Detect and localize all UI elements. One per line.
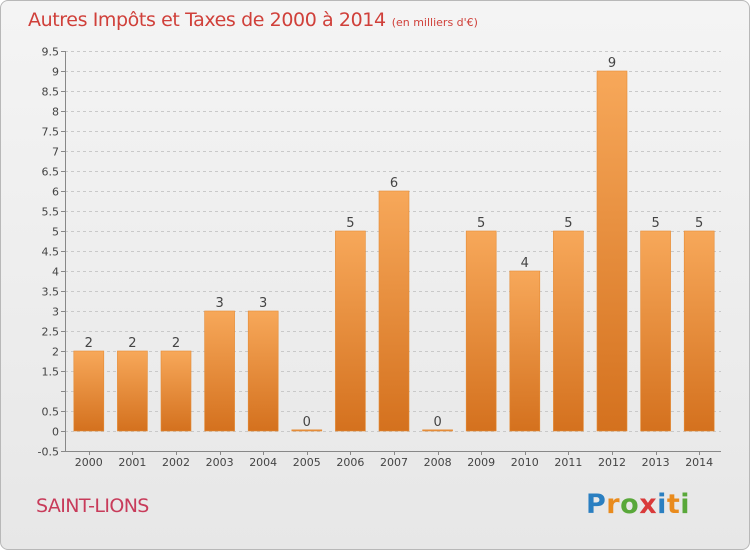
x-tick-label: 2007 [380,456,408,469]
data-label: 2 [128,336,136,351]
bar [335,230,366,432]
y-tick-label: 2.5 [42,326,60,339]
chart-unit-label: (en milliers d'€) [391,16,478,29]
x-tick-label: 2005 [293,456,321,469]
chart-title: Autres Impôts et Taxes de 2000 à 2014 [28,9,386,31]
x-tick-label: 2011 [554,456,582,469]
y-tick-label: 7 [52,146,59,159]
logo-letter: x [639,489,658,520]
y-tick-label: 3.5 [42,286,60,299]
y-tick-label: 8.5 [42,86,60,99]
data-label: 6 [390,176,398,191]
data-label: 4 [521,256,529,271]
y-tick-label: 4.5 [42,246,60,259]
bar [117,350,148,432]
x-tick-label: 2004 [249,456,277,469]
data-label: 5 [346,216,354,231]
commune-name: SAINT-LIONS [36,495,149,517]
x-tick-label: 2008 [424,456,452,469]
x-tick-label: 2001 [118,456,146,469]
y-tick-label: 0 [52,426,59,439]
data-label: 5 [651,216,659,231]
data-label: 5 [695,216,703,231]
bars [73,70,715,432]
y-tick-label: 2 [52,346,59,359]
y-tick-label: 0.5 [42,406,60,419]
data-labels: 2 2 2 3 3 0 5 6 0 5 4 5 9 5 5 [85,56,704,430]
y-tick-label: 5.5 [42,206,60,219]
y-tick-label: 9 [52,66,59,79]
axes: -0.5 0 0.5 1.5 2 2.5 3 3.5 4 4.5 5 5.5 6 6.5 7 7.5 8 8.5 9… [38,46,721,469]
data-label: 5 [564,216,572,231]
y-tick-label: 5 [52,226,59,239]
x-tick-label: 2013 [642,456,670,469]
bar [509,270,541,432]
y-tick-label: -0.5 [38,446,59,459]
bar [596,70,628,432]
bar [247,310,279,432]
x-tick-label: 2010 [511,456,539,469]
y-tick-label: 8 [52,106,59,119]
x-tick-label: 2006 [336,456,364,469]
y-tick-label: 7.5 [42,126,60,139]
y-tick-label: 6.5 [42,166,60,179]
data-label: 3 [259,296,267,311]
bar [160,350,192,432]
proxiti-logo: Proxiti [586,489,690,520]
data-label: 0 [303,415,311,430]
x-tick-label: 2003 [206,456,234,469]
bar [73,350,105,432]
bar [422,429,453,432]
y-tick-label: 4 [52,266,59,279]
logo-letter: r [606,489,621,520]
data-label: 0 [433,415,441,430]
logo-letter: t [666,489,681,520]
logo-letter: o [620,489,640,520]
data-label: 5 [477,216,485,231]
bar [465,230,497,432]
x-tick-label: 2014 [685,456,713,469]
bar [683,230,715,432]
data-label: 2 [85,336,93,351]
logo-letter: i [657,489,667,520]
x-tick-label: 2009 [467,456,495,469]
chart-title-block: Autres Impôts et Taxes de 2000 à 2014 (en… [28,9,478,31]
bar [291,429,323,432]
data-label: 3 [215,296,223,311]
data-label: 9 [608,56,616,71]
y-tick-label: 6 [52,186,59,199]
x-tick-label: 2012 [598,456,626,469]
bar [378,190,410,432]
data-label: 2 [172,336,180,351]
y-tick-label: 3 [52,306,59,319]
logo-letter: i [680,489,691,520]
bar [204,310,235,432]
x-tick-label: 2002 [162,456,190,469]
bar [553,230,584,432]
y-tick-label: 9.5 [42,46,60,59]
logo-letter: P [586,489,607,520]
x-tick-label: 2000 [75,456,103,469]
bar [640,230,671,432]
y-tick-label: 1.5 [42,366,60,379]
